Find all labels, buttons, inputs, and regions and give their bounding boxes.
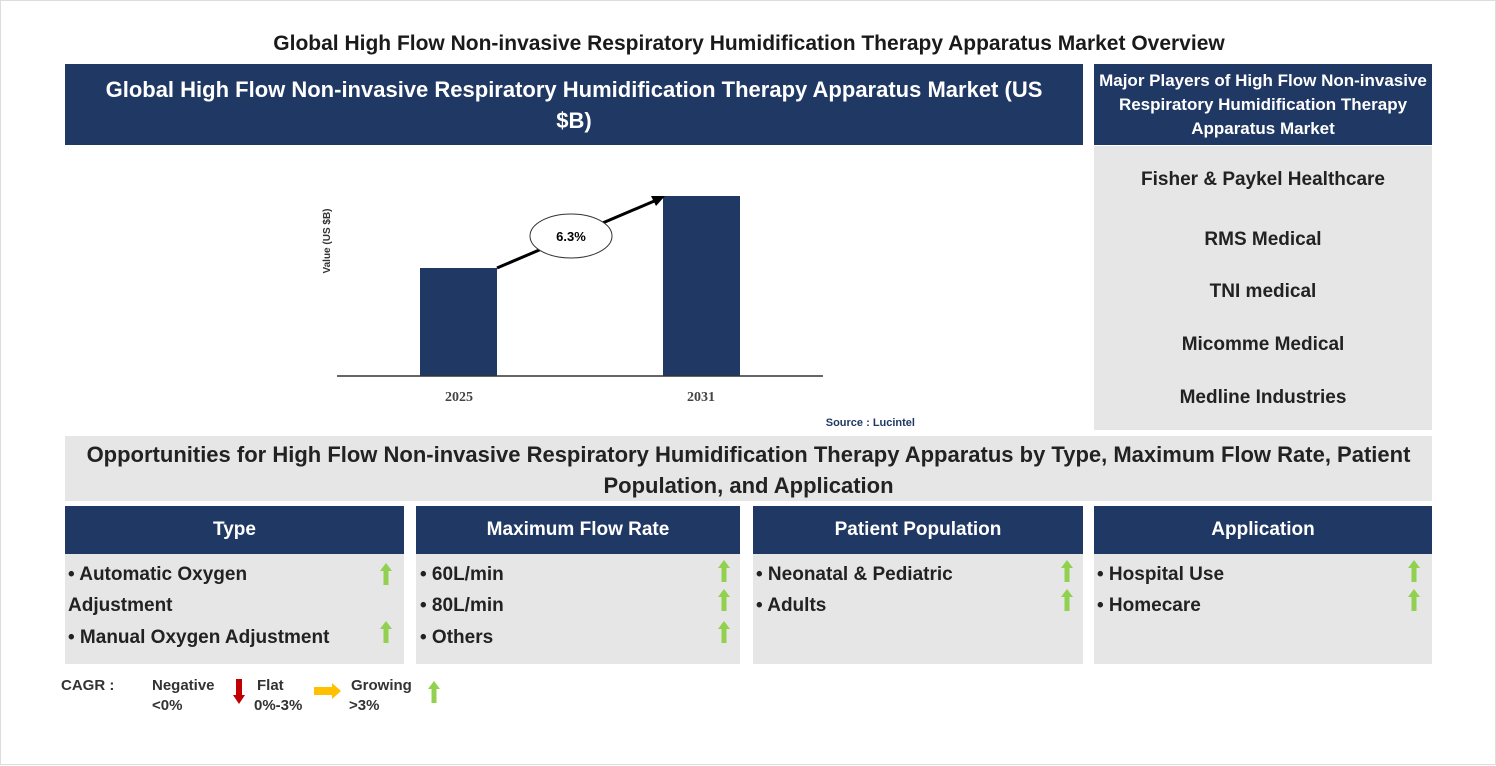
x-tick-2031: 2031 xyxy=(687,390,715,405)
player-item: Fisher & Paykel Healthcare xyxy=(1141,169,1385,190)
market-chart: Value (US $B) 6.3% 2025 2031 Source : Lu… xyxy=(322,196,915,429)
bar-2025 xyxy=(420,268,497,376)
page-title: Global High Flow Non-invasive Respirator… xyxy=(273,32,1225,55)
column-flow-rate: • 60L/min • 80L/min • Others xyxy=(416,554,740,664)
list-item: • Homecare xyxy=(1097,595,1201,616)
list-item: • 80L/min xyxy=(420,595,504,616)
cagr-value: 6.3% xyxy=(556,229,586,244)
list-item: • Automatic Oxygen Adjustment xyxy=(68,564,248,616)
legend-growing: Growing xyxy=(351,677,412,694)
negative-arrow-icon xyxy=(233,679,245,704)
chart-panel-title: Global High Flow Non-invasive Respirator… xyxy=(65,64,1083,145)
cagr-arrowhead xyxy=(651,196,665,206)
players-title: Major Players of High Flow Non-invasive … xyxy=(1094,64,1432,145)
y-axis-label: Value (US $B) xyxy=(322,208,333,273)
list-item: • Adults xyxy=(756,595,827,616)
column-type: • Automatic Oxygen Adjustment • Manual O… xyxy=(65,554,404,664)
legend-label: CAGR : xyxy=(61,677,115,694)
legend-growing-range: >3% xyxy=(349,697,380,714)
x-tick-2025: 2025 xyxy=(445,390,473,405)
column-application: • Hospital Use • Homecare xyxy=(1094,554,1432,664)
legend-negative: Negative xyxy=(152,677,215,694)
column-header-flow-rate: Maximum Flow Rate xyxy=(416,506,740,554)
list-item: • Others xyxy=(420,627,494,648)
cagr-ellipse xyxy=(529,213,613,259)
bar-2031 xyxy=(663,196,740,376)
column-header-application: Application xyxy=(1094,506,1432,554)
flat-arrow-icon xyxy=(314,683,341,699)
list-item: • Hospital Use xyxy=(1097,564,1225,585)
list-item: • 60L/min xyxy=(420,564,504,585)
list-item: • Manual Oxygen Adjustment xyxy=(68,627,330,648)
legend-flat: Flat xyxy=(257,677,284,694)
player-item: RMS Medical xyxy=(1204,229,1322,250)
legend-negative-range: <0% xyxy=(152,697,183,714)
player-item: TNI medical xyxy=(1209,281,1317,302)
player-item: Medline Industries xyxy=(1179,387,1347,408)
column-patient-population: • Neonatal & Pediatric • Adults xyxy=(753,554,1083,664)
players-list: Fisher & Paykel Healthcare RMS Medical T… xyxy=(1094,146,1432,430)
opportunities-title: Opportunities for High Flow Non-invasive… xyxy=(65,436,1432,501)
growing-arrow-icon xyxy=(428,681,440,703)
player-item: Micomme Medical xyxy=(1181,334,1345,355)
column-header-type: Type xyxy=(65,506,404,554)
source-label: Source : Lucintel xyxy=(826,417,915,429)
legend-flat-range: 0%-3% xyxy=(254,697,303,714)
list-item: • Neonatal & Pediatric xyxy=(756,564,953,585)
column-header-patient-population: Patient Population xyxy=(753,506,1083,554)
